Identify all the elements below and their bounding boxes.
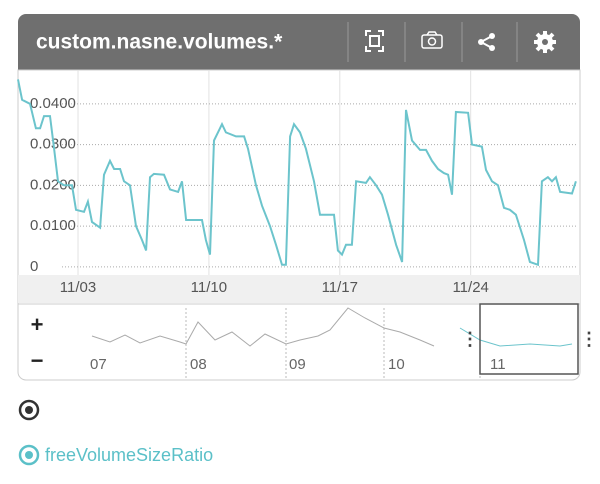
share-icon[interactable] (478, 33, 495, 51)
x-tick-label: 11/10 (191, 279, 227, 296)
x-tick-label: 11/17 (322, 279, 358, 296)
x-tick-label: 11/03 (60, 279, 96, 296)
navigator-sparkline (91, 307, 435, 347)
y-tick-label: 0.0100 (30, 217, 76, 234)
legend-dot (25, 451, 33, 459)
y-tick-label: 0.0200 (30, 176, 76, 193)
widget-title: custom.nasne.volumes.* (36, 31, 283, 54)
y-tick-label: 0.0400 (30, 95, 76, 112)
series-line (17, 79, 577, 267)
camera-icon[interactable] (421, 31, 443, 49)
navigator-handle-left[interactable]: ⋮ (461, 329, 479, 349)
plot: 11/03 11/10 11/17 11/2400.01000.02000.03000… (17, 70, 578, 296)
navigator-label: 09 (289, 356, 306, 373)
navigator-frame (17, 303, 581, 381)
navigator-label: 11 (490, 356, 506, 373)
navigator-label: 08 (190, 356, 207, 373)
header-bar (18, 14, 580, 70)
toggle-all-radio[interactable] (18, 399, 40, 421)
fullscreen-icon[interactable] (365, 30, 384, 52)
navigator-label: 07 (90, 356, 107, 373)
navigator-sparkline-selected (459, 327, 573, 347)
plot-frame (17, 69, 581, 305)
y-tick-label: 0 (30, 258, 38, 275)
header-separators (347, 22, 518, 62)
toggle-all-dot (25, 406, 33, 414)
navigator-selection[interactable] (479, 303, 579, 375)
x-tick-label: 11/24 (452, 279, 488, 296)
settings-icon[interactable] (534, 31, 556, 53)
navigator-labels: 07 08 09 10 11 (90, 356, 506, 373)
legend-radio[interactable] (18, 444, 40, 466)
x-axis-band (18, 275, 580, 303)
zoom-out[interactable]: − (31, 348, 44, 373)
legend-label[interactable]: freeVolumeSizeRatio (45, 445, 213, 465)
navigator-handle-right[interactable]: ⋮ (580, 329, 598, 349)
navigator-label: 10 (388, 356, 405, 373)
zoom-in[interactable]: + (31, 312, 44, 337)
